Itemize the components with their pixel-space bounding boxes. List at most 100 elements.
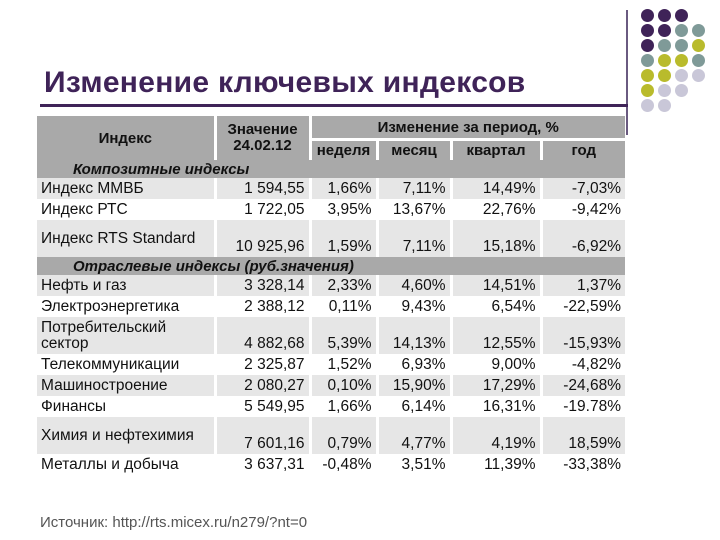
decorative-dot [641,39,654,52]
header-year: год [539,139,625,160]
cell-quarter: 14,49% [451,178,543,199]
cell-quarter: 14,51% [451,275,543,296]
cell-name: Телекоммуникации [37,354,217,375]
header-change-period: Изменение за период, % [308,116,625,141]
cell-year: -15,93% [541,317,625,354]
title-underline [40,104,628,107]
cell-week: 0,10% [310,375,379,396]
cell-quarter: 6,54% [451,296,543,317]
section-header-row: Композитные индексы [37,160,625,178]
cell-week: 1,52% [310,354,379,375]
decorative-dot [641,84,654,97]
page-title: Изменение ключевых индексов [44,66,526,99]
table-row: Индекс ММВБ 1 594,55 1,66% 7,11% 14,49% -7,03… [37,178,625,199]
section-header-row: Отраслевые индексы (руб.значения) [37,257,625,275]
cell-month: 6,93% [377,354,453,375]
header-index: Индекс [37,116,215,160]
table-subheader-row: неделя месяц квартал год [37,139,625,160]
decorative-dot [675,69,688,82]
cell-week: 1,66% [310,396,379,417]
cell-value: 3 328,14 [215,275,312,296]
cell-quarter: 4,19% [451,417,543,454]
cell-week: 1,66% [310,178,379,199]
decorative-dot [692,24,705,37]
cell-week: 5,39% [310,317,379,354]
cell-year: -33,38% [563,455,621,473]
cell-value: 7 601,16 [215,417,312,454]
cell-month: 13,67% [377,199,453,220]
cell-name: Металлы и добыча [37,454,217,475]
decorative-dot [692,54,705,67]
cell-week: 3,95% [310,199,379,220]
cell-year: -6,92% [541,220,625,257]
decorative-dot [641,69,654,82]
cell-year: -19.78% [563,397,621,415]
table-row: Потребительский сектор 4 882,68 5,39% 14,13… [37,317,625,354]
cell-year: -9,42% [571,200,621,218]
cell-year: -7,03% [541,178,625,199]
table-header-row: Индекс Значение 24.02.12 Изменение за пе… [37,116,625,160]
cell-value: 5 549,95 [215,396,312,417]
cell-month: 6,14% [377,396,453,417]
cell-value: 1 722,05 [215,199,312,220]
cell-quarter: 16,31% [451,396,543,417]
cell-month: 7,11% [377,178,453,199]
cell-week: 0,79% [310,417,379,454]
cell-value: 3 637,31 [215,454,312,475]
cell-week: 2,33% [310,275,379,296]
decorative-dot [658,69,671,82]
cell-week: 1,59% [310,220,379,257]
decorative-dot [658,54,671,67]
header-week: неделя [308,139,377,160]
cell-year: -22,59% [563,297,621,315]
cell-name: Индекс РТС [37,199,217,220]
cell-name: Потребительский сектор [37,317,217,354]
table-row: Электроэнергетика 2 388,12 0,11% 9,43% 6,54%… [37,296,625,317]
cell-value: 2 080,27 [215,375,312,396]
source-note: Источник: http://rts.micex.ru/n279/?nt=0 [40,514,308,531]
cell-name: Машиностроение [37,375,217,396]
table-row: Нефть и газ 3 328,14 2,33% 4,60% 14,51% 1,37% [37,275,625,296]
header-value: Значение 24.02.12 [213,116,310,160]
table-row: Финансы 5 549,95 1,66% 6,14% 16,31% -19.78% [37,396,625,417]
cell-quarter: 12,55% [451,317,543,354]
cell-name: Химия и нефтехимия [37,417,217,454]
decorative-dot [675,54,688,67]
section-title: Композитные индексы [37,160,625,178]
cell-quarter: 11,39% [451,454,543,475]
table-row: Индекс RTS Standard 10 925,96 1,59% 7,11% 15… [37,220,625,257]
cell-name: Электроэнергетика [37,296,217,317]
decorative-dot [641,24,654,37]
cell-year: -4,82% [571,355,621,373]
cell-quarter: 9,00% [451,354,543,375]
cell-month: 14,13% [377,317,453,354]
decorative-dot-grid [641,9,713,119]
decorative-dot [675,39,688,52]
header-quarter: квартал [449,139,541,160]
cell-value: 1 594,55 [215,178,312,199]
cell-month: 3,51% [377,454,453,475]
cell-value: 2 388,12 [215,296,312,317]
table-row: Металлы и добыча 3 637,31 -0,48% 3,51% 11,39… [37,454,625,475]
decorative-dot [658,84,671,97]
cell-week: -0,48% [310,454,379,475]
cell-month: 4,60% [377,275,453,296]
decorative-dot [658,39,671,52]
cell-month: 9,43% [377,296,453,317]
table-row: Индекс РТС 1 722,05 3,95% 13,67% 22,76% -9,42… [37,199,625,220]
cell-name: Нефть и газ [37,275,217,296]
cell-name: Индекс ММВБ [37,178,217,199]
cell-week: 0,11% [310,296,379,317]
cell-year: 18,59% [541,417,625,454]
decorative-vertical-rule [626,10,628,135]
header-month: месяц [375,139,451,160]
cell-value: 2 325,87 [215,354,312,375]
index-change-table: Индекс Значение 24.02.12 Изменение за пе… [37,116,625,475]
decorative-dot [658,9,671,22]
decorative-dot [658,99,671,112]
table-row: Телекоммуникации 2 325,87 1,52% 6,93% 9,00% -… [37,354,625,375]
cell-name: Индекс RTS Standard [37,220,217,257]
decorative-dot [641,9,654,22]
decorative-dot [658,24,671,37]
cell-value: 4 882,68 [215,317,312,354]
